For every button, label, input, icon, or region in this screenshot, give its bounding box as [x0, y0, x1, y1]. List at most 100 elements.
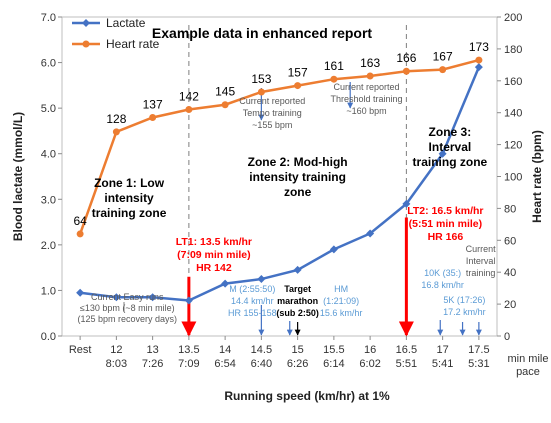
x-axis-title: Running speed (km/hr) at 1%	[224, 389, 390, 403]
heart-rate-data-label: 157	[288, 66, 308, 80]
pace-axis-label-line: pace	[516, 366, 540, 378]
easy-runs-annotation-line: (125 bpm recovery days)	[77, 314, 177, 324]
lt2-label-line: (5:51 min mile)	[409, 218, 483, 230]
threshold-training-annotation-line: ~160 bpm	[346, 106, 386, 116]
lactate-point	[221, 279, 230, 288]
pace-tick-label: 5:41	[432, 358, 453, 370]
easy-runs-annotation: Current Easy runs ≤130 bpm (~8 min mile)(…	[77, 292, 177, 324]
y-right-axis-title: Heart rate (bpm)	[530, 130, 544, 223]
pace-tick-label: 7:09	[178, 358, 199, 370]
target-marathon-annotation-line: marathon	[277, 296, 318, 306]
interval-annotation-line: Interval	[466, 256, 496, 266]
y-right-tick-label: 140	[504, 108, 522, 120]
lt1-label: LT1: 13.5 km/hr (7:09 min mile) HR 142	[176, 236, 252, 274]
x-tick-label: 12	[110, 344, 122, 356]
lactate-point	[438, 149, 447, 158]
heart-rate-point	[257, 88, 265, 96]
zone-1-label-line: Zone 1: Low	[94, 176, 165, 190]
heart-rate-data-label: 153	[251, 72, 271, 86]
half-marathon-annotation: HM (1:21:09) 15.6 km/hr	[320, 284, 363, 318]
y-right-tick-label: 0	[504, 331, 510, 343]
x-tick-label: 14.5	[251, 344, 272, 356]
pace-tick-label: 6:14	[323, 358, 344, 370]
heart-rate-point	[185, 106, 193, 114]
interval-annotation: Current Interval training	[466, 244, 497, 278]
lt2-label: LT2: 16.5 km/hr (5:51 min mile) HR 166	[407, 205, 483, 243]
tempo-annotation-line: Current reported	[239, 96, 305, 106]
target-marathon-annotation-line: Target	[284, 284, 311, 294]
zone-1-label: Zone 1: Low intensity training zone	[92, 176, 167, 220]
y-left-tick-label: 1.0	[41, 285, 56, 297]
heart-rate-data-label: 173	[469, 40, 489, 54]
y-right-tick-label: 20	[504, 299, 516, 311]
half-marathon-annotation-line: 15.6 km/hr	[320, 308, 363, 318]
heart-rate-point	[475, 56, 483, 64]
y-left-tick-label: 2.0	[41, 240, 56, 252]
easy-runs-annotation-line: ≤130 bpm (~8 min mile)	[80, 303, 175, 313]
pace-tick-label: 5:31	[468, 358, 489, 370]
y-left-tick-label: 5.0	[41, 103, 56, 115]
legend-marker-diamond	[82, 19, 90, 27]
five-k-annotation: 5K (17:26) 17.2 km/hr	[443, 295, 486, 317]
pace-tick-label: 8:03	[106, 358, 127, 370]
y-right-tick-label: 120	[504, 140, 522, 152]
five-k-annotation-line: 5K (17:26)	[443, 295, 485, 305]
x-tick-label: 15.5	[323, 344, 344, 356]
y-left-tick-label: 4.0	[41, 149, 56, 161]
tempo-annotation-line: ~155 bpm	[252, 120, 292, 130]
lactate-point	[329, 245, 338, 254]
x-tick-label: 16	[364, 344, 376, 356]
easy-runs-annotation-line: Current Easy runs	[91, 292, 164, 302]
x-tick-label: 14	[219, 344, 231, 356]
heart-rate-point	[330, 75, 338, 83]
heart-rate-data-label: 64	[73, 214, 87, 228]
heart-rate-point	[439, 66, 447, 74]
ten-k-annotation-line: 10K (35:)	[424, 268, 461, 278]
x-tick-label: 17.5	[468, 344, 489, 356]
marathon-pace-annotation-line: HR 155-158	[228, 308, 277, 318]
lactate-point	[257, 275, 266, 284]
pace-axis-label: min mile pace	[508, 353, 549, 378]
y-right-tick-label: 80	[504, 203, 516, 215]
heart-rate-data-label: 166	[396, 51, 416, 65]
zone-1-label-line: training zone	[92, 206, 167, 220]
lactate-point	[148, 293, 157, 302]
heart-rate-data-label: 128	[106, 112, 126, 126]
zone-2-label-line: zone	[284, 185, 312, 199]
target-marathon-annotation: Target marathon (sub 2:50)	[276, 284, 319, 318]
pace-axis-label-line: min mile	[508, 353, 549, 365]
marathon-pace-annotation-line: M (2:55:50)	[229, 284, 275, 294]
ten-k-annotation-line: 16.8 km/hr	[421, 280, 464, 290]
pace-tick-label: 6:26	[287, 358, 308, 370]
heart-rate-data-label: 161	[324, 59, 344, 73]
x-tick-label: 17	[437, 344, 449, 356]
y-right-tick-label: 60	[504, 235, 516, 247]
y-right-tick-label: 100	[504, 172, 522, 184]
y-left-tick-label: 3.0	[41, 194, 56, 206]
pace-tick-label: 6:54	[214, 358, 235, 370]
x-tick-label: 13.5	[178, 344, 199, 356]
y-right-tick-label: 40	[504, 267, 516, 279]
x-tick-label: Rest	[69, 344, 92, 356]
pace-tick-label: 6:40	[251, 358, 272, 370]
half-marathon-annotation-line: HM	[334, 284, 348, 294]
zone-2-label-line: Zone 2: Mod-high	[248, 155, 348, 169]
heart-rate-data-label: 137	[143, 97, 163, 111]
legend-label: Heart rate	[106, 37, 160, 51]
heart-rate-point	[76, 230, 84, 238]
y-left-tick-label: 6.0	[41, 58, 56, 70]
heart-rate-point	[366, 72, 374, 80]
marathon-pace-annotation-line: 14.4 km/hr	[231, 296, 274, 306]
heart-rate-data-label: 145	[215, 85, 235, 99]
y-right-tick-label: 180	[504, 44, 522, 56]
heart-rate-series-line	[78, 58, 480, 235]
marathon-pace-annotation: M (2:55:50) 14.4 km/hr HR 155-158	[228, 284, 277, 318]
zone-3-label-line: Interval	[429, 140, 472, 154]
heart-rate-point	[294, 82, 302, 90]
y-right-tick-label: 160	[504, 76, 522, 88]
lt1-label-line: LT1: 13.5 km/hr	[176, 236, 252, 248]
heart-rate-data-label: 142	[179, 90, 199, 104]
five-k-annotation-line: 17.2 km/hr	[443, 307, 486, 317]
legend-marker-circle	[82, 40, 90, 48]
half-marathon-annotation-line: (1:21:09)	[323, 296, 359, 306]
